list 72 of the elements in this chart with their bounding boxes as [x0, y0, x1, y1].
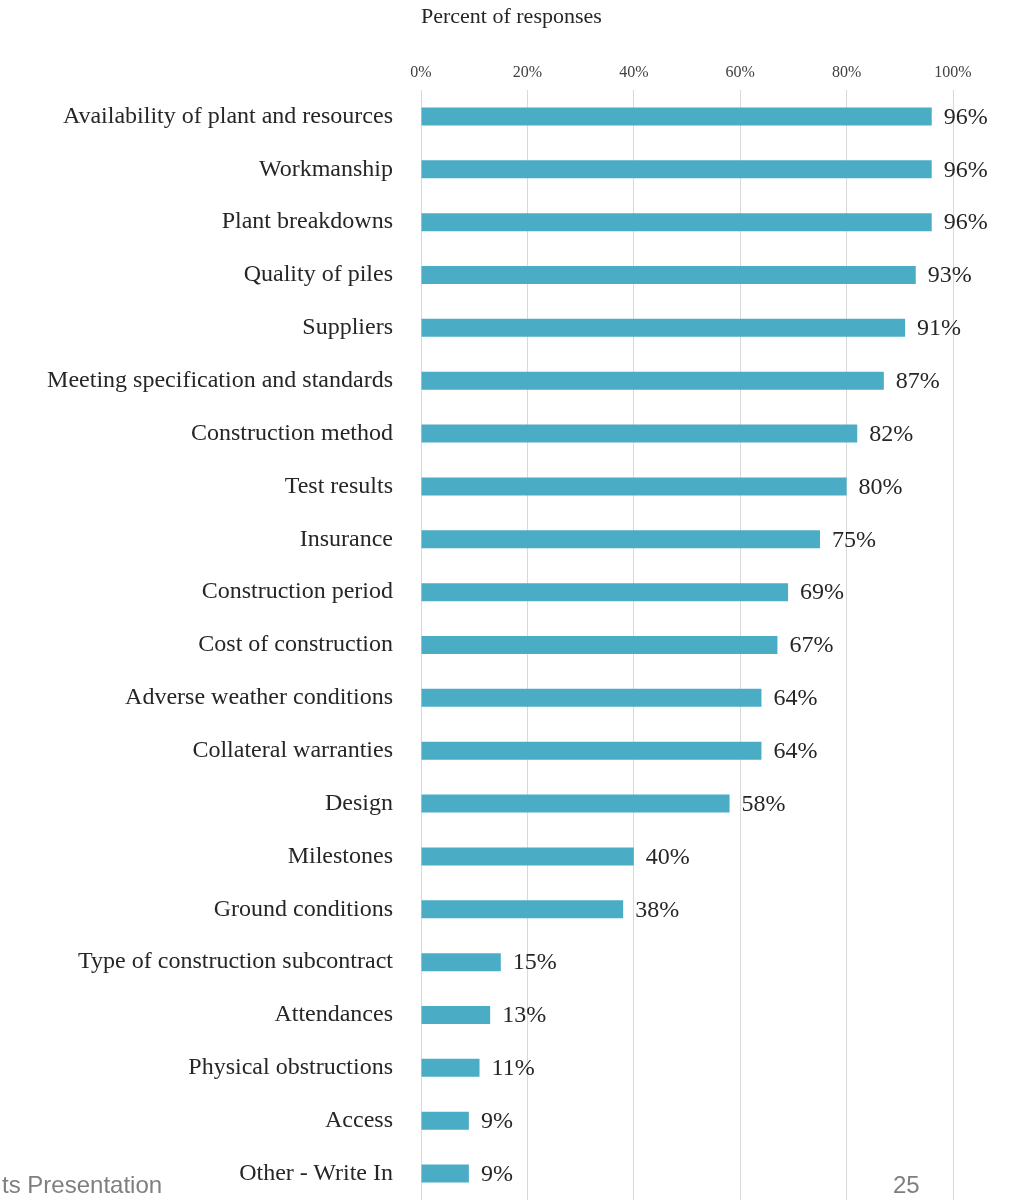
data-label: 9%: [480, 1159, 513, 1186]
bar: [421, 107, 932, 126]
data-label: 91%: [917, 314, 962, 341]
y-tick-label: Quality of piles: [243, 260, 393, 287]
y-tick-label: Cost of construction: [198, 630, 393, 657]
data-label: 15%: [512, 948, 557, 975]
bar: [421, 741, 762, 760]
data-label: 96%: [943, 155, 988, 182]
x-tick-label: 40%: [619, 62, 649, 80]
data-label: 38%: [635, 895, 680, 922]
data-label: 13%: [502, 1001, 547, 1028]
data-label: 40%: [645, 842, 690, 869]
y-tick-label: Type of construction subcontract: [78, 947, 394, 974]
y-tick-label: Design: [325, 788, 393, 815]
y-tick-label: Attendances: [274, 1000, 393, 1027]
y-tick-label: Other - Write In: [239, 1158, 393, 1185]
x-tick-label: 100%: [934, 62, 972, 80]
data-label: 82%: [869, 419, 914, 446]
bar: [421, 1111, 469, 1130]
bar: [421, 318, 906, 337]
y-tick-label: Insurance: [299, 524, 393, 551]
bar: [421, 636, 778, 654]
data-label: 58%: [741, 789, 786, 816]
y-tick-label: Workmanship: [258, 154, 393, 181]
y-tick-label: Collateral warranties: [192, 736, 393, 763]
y-tick-label: Plant breakdowns: [221, 207, 393, 234]
y-tick-label: Adverse weather conditions: [125, 683, 393, 710]
y-tick-label: Ground conditions: [213, 894, 393, 921]
bar: [421, 900, 624, 919]
bar: [421, 847, 634, 866]
data-label: 64%: [773, 737, 818, 764]
data-label: 67%: [789, 631, 834, 658]
bar: [421, 213, 932, 232]
bar: [421, 530, 820, 549]
data-label: 93%: [927, 261, 972, 288]
x-axis-title: Percent of responses: [421, 2, 602, 28]
y-tick-label: Suppliers: [302, 313, 393, 340]
data-label: 69%: [800, 578, 845, 605]
y-tick-label: Availability of plant and resources: [62, 101, 393, 128]
bar: [421, 1164, 469, 1183]
bar: [421, 953, 501, 972]
x-tick-label: 80%: [831, 62, 862, 80]
data-label: 64%: [773, 684, 818, 711]
data-label: 96%: [943, 208, 988, 235]
bar: [421, 1058, 480, 1077]
text: ts Presentation: [2, 1170, 163, 1200]
bar: [421, 477, 847, 496]
y-tick-label: Physical obstructions: [188, 1053, 393, 1080]
y-tick-label: Access: [325, 1106, 393, 1133]
bar: [421, 160, 932, 179]
bar: [421, 266, 916, 284]
bar: [421, 424, 858, 443]
data-label: 11%: [491, 1054, 535, 1081]
data-label: 80%: [858, 472, 903, 499]
bar: [421, 794, 730, 813]
bar: [421, 583, 789, 602]
annotation: 25: [893, 1170, 920, 1200]
data-label: 87%: [895, 367, 940, 394]
bar: [421, 688, 762, 707]
y-tick-label: Milestones: [287, 841, 393, 868]
x-tick-label: 20%: [512, 62, 543, 80]
x-tick-label: 60%: [725, 62, 755, 80]
y-tick-label: Test results: [284, 471, 393, 498]
bar: [421, 371, 884, 390]
data-label: 9%: [480, 1107, 513, 1134]
y-tick-label: Meeting specification and standards: [47, 366, 393, 393]
bar: [421, 1006, 491, 1024]
y-tick-label: Construction period: [201, 577, 393, 604]
data-label: 75%: [832, 525, 876, 552]
data-label: 96%: [943, 102, 988, 129]
x-tick-label: 0%: [410, 62, 432, 80]
y-tick-label: Construction method: [191, 418, 393, 445]
